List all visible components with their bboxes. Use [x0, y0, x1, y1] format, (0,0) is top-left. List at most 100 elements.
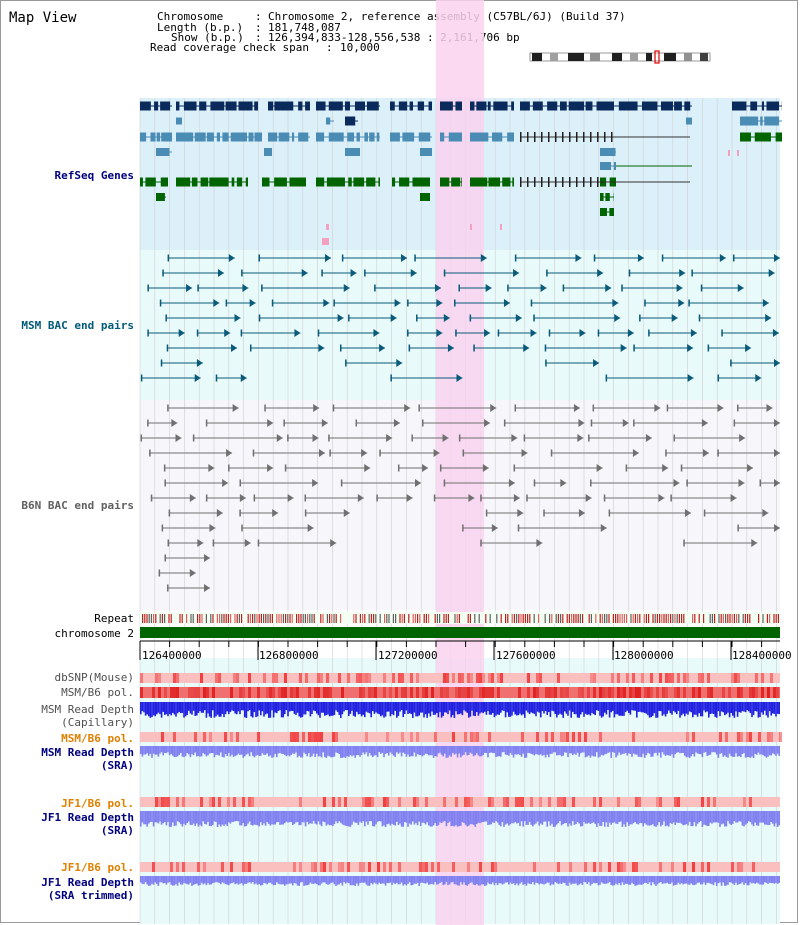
heat-cell [467, 673, 470, 683]
depth-bar [520, 811, 523, 822]
depth-bar [431, 876, 433, 884]
depth-bar [272, 876, 275, 886]
heat-cell [497, 673, 500, 683]
depth-bar [773, 746, 776, 755]
depth-bar [645, 746, 648, 756]
selection-highlight[interactable] [436, 0, 484, 925]
b6n-bac-pair-end [588, 434, 590, 442]
depth-bar [397, 746, 400, 754]
depth-bar [284, 746, 286, 755]
b6n-bac-pair-end [578, 419, 585, 427]
repeat-element [445, 614, 447, 623]
heat-cell [218, 797, 221, 807]
depth-bar [452, 811, 454, 826]
chromosome-bar[interactable] [140, 627, 780, 638]
heat-cell [242, 862, 245, 872]
depth-bar [204, 746, 206, 755]
depth-bar [756, 702, 758, 712]
depth-bar [557, 876, 560, 885]
label-dbsnp[interactable]: dbSNP(Mouse) [54, 671, 134, 684]
repeat-element [298, 614, 300, 623]
depth-bar [252, 702, 254, 718]
depth-bar [741, 746, 744, 755]
refseq-genes-track[interactable] [140, 101, 782, 246]
label-jf1-pol[interactable]: JF1/B6 pol. [61, 797, 134, 810]
heat-cell [212, 797, 215, 807]
depth-bar [631, 876, 633, 883]
repeat-element [711, 614, 713, 623]
depth-bar [480, 876, 483, 885]
label-chromosome[interactable]: chromosome 2 [54, 627, 134, 640]
label-jf1-depth[interactable]: JF1 Read Depth [41, 811, 134, 824]
repeat-element [258, 614, 260, 623]
depth-bar [517, 811, 520, 823]
polymorphism-tracks[interactable] [140, 673, 782, 886]
depth-bar [144, 702, 147, 716]
depth-bar [343, 876, 345, 883]
repeat-track[interactable] [142, 614, 779, 623]
depth-bar [424, 876, 427, 884]
depth-bar [460, 811, 462, 826]
label-repeat[interactable]: Repeat [94, 612, 134, 625]
depth-bar [706, 746, 708, 756]
label-jf1-pol-2[interactable]: JF1/B6 pol. [61, 861, 134, 874]
depth-bar [656, 702, 659, 718]
depth-bar [746, 746, 748, 758]
depth-bar [276, 876, 278, 883]
gene-exon [451, 177, 461, 187]
b6n-bac-pair-end [287, 494, 294, 502]
depth-bar [464, 876, 467, 886]
depth-bar [436, 876, 438, 885]
depth-bar [492, 811, 494, 823]
depth-bar [682, 811, 684, 826]
depth-bar [573, 702, 576, 715]
msm-bac-track[interactable] [140, 254, 780, 382]
msm-bac-pair-end [350, 269, 357, 277]
depth-bar [642, 746, 644, 754]
depth-bar [556, 702, 558, 718]
label-msm-pol-2[interactable]: MSM/B6 pol. [61, 732, 134, 745]
depth-bar [276, 811, 278, 823]
b6n-bac-pair-end [192, 434, 195, 442]
gene-exon [600, 208, 607, 216]
repeat-element [425, 614, 427, 623]
depth-bar [332, 702, 334, 716]
repeat-element [428, 614, 430, 623]
label-msm-depth-sra[interactable]: MSM Read Depth [41, 746, 134, 759]
b6n-bac-track[interactable] [140, 404, 780, 592]
depth-bar [490, 746, 492, 753]
depth-bar [183, 746, 185, 758]
b6n-bac-pair-end [422, 464, 429, 472]
label-msm-depth-capillary-sub: (Capillary) [61, 716, 134, 729]
depth-bar [141, 702, 144, 712]
depth-bar [452, 876, 454, 883]
label-jf1-depth-trimmed[interactable]: JF1 Read Depth [41, 876, 134, 889]
depth-bar [376, 811, 379, 822]
heat-cell [470, 732, 473, 742]
depth-bar [487, 811, 489, 826]
repeat-element [280, 614, 282, 623]
b6n-bac-pair-end [197, 539, 204, 547]
gene-exon [156, 193, 165, 201]
heat-cell [677, 687, 680, 698]
depth-bar [140, 746, 142, 755]
label-msm-depth-capillary[interactable]: MSM Read Depth [41, 703, 134, 716]
depth-bar [642, 811, 644, 827]
label-msm-pol[interactable]: MSM/B6 pol. [61, 686, 134, 699]
depth-bar [196, 702, 198, 716]
heat-cell [494, 862, 497, 872]
label-b6n-bac[interactable]: B6N BAC end pairs [21, 499, 134, 512]
msm-bac-pair-end [215, 374, 218, 382]
depth-bar [652, 876, 654, 883]
gene-exon [750, 101, 758, 111]
heat-cell [758, 732, 761, 742]
repeat-element [373, 614, 375, 623]
depth-bar [245, 702, 248, 718]
chromosome-ideogram[interactable] [529, 50, 711, 64]
depth-bar [343, 702, 345, 712]
heat-cell [740, 732, 743, 742]
depth-bar [709, 746, 712, 755]
label-msm-bac[interactable]: MSM BAC end pairs [21, 319, 134, 332]
label-refseq-genes[interactable]: RefSeq Genes [54, 169, 134, 182]
